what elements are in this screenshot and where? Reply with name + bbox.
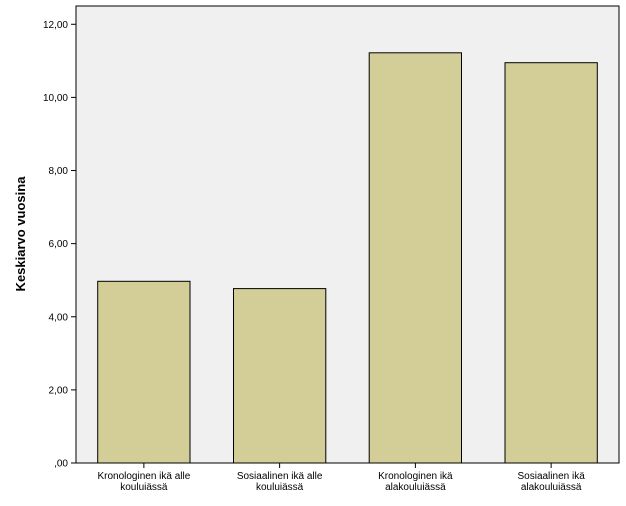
bar: [504, 62, 598, 464]
x-tick-label-line: alakouluiässä: [521, 482, 582, 493]
y-tick-label: 6,00: [49, 239, 69, 250]
y-tick-label: 12,00: [43, 20, 68, 31]
x-tick-label-line: kouluiässä: [120, 482, 168, 493]
y-tick-label: 10,00: [43, 93, 68, 104]
bar: [233, 288, 327, 464]
bar: [368, 52, 463, 464]
y-tick-label: ,00: [54, 459, 68, 470]
bar: [97, 280, 191, 464]
y-tick-label: 4,00: [49, 312, 69, 323]
y-tick-label: 8,00: [49, 166, 69, 177]
y-axis: ,00 2,00 4,00 6,00 8,00 10,00 12,00: [43, 20, 76, 470]
y-tick-label: 2,00: [49, 385, 69, 396]
x-tick-label: Sosiaalinen ikä alle kouluiässä: [237, 471, 323, 493]
x-tick-label-line: kouluiässä: [256, 482, 304, 493]
x-tick-label-line: Kronologinen ikä alle: [97, 471, 190, 482]
bars: [97, 52, 598, 464]
x-tick-label: Kronologinen ikä alakouluiässä: [378, 471, 453, 493]
y-axis-label: Keskiarvo vuosina: [13, 176, 28, 292]
x-axis: Kronologinen ikä alle kouluiässäSosiaalin…: [97, 463, 585, 493]
x-tick-label: Sosiaalinen ikä alakouluiässä: [517, 471, 585, 493]
x-tick-label-line: Sosiaalinen ikä alle: [237, 471, 323, 482]
x-tick-label-line: Kronologinen ikä: [378, 471, 453, 482]
x-tick-label-line: Sosiaalinen ikä: [517, 471, 585, 482]
x-tick-label-line: alakouluiässä: [385, 482, 446, 493]
x-tick-label: Kronologinen ikä alle kouluiässä: [97, 471, 190, 493]
